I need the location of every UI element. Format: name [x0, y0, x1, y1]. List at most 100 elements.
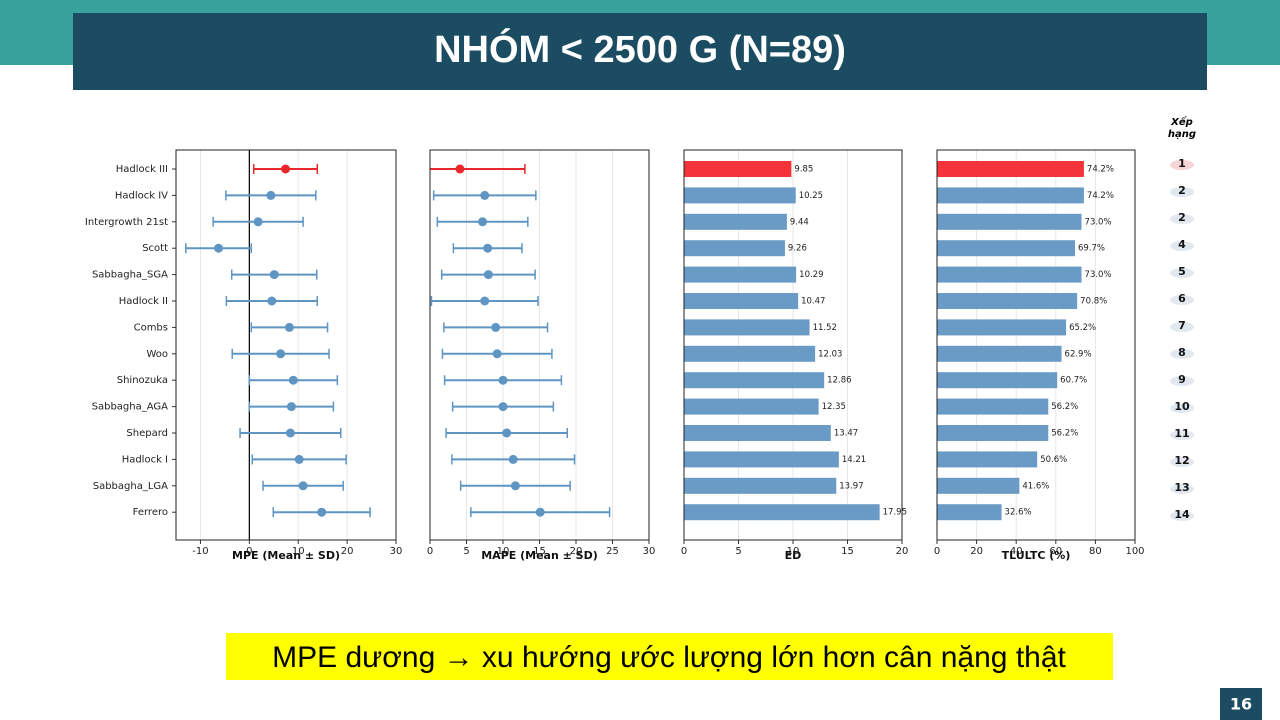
bar [684, 266, 797, 283]
value-label: 10.47 [801, 297, 825, 307]
x-tick-label: 30 [390, 546, 403, 557]
mean-dot [317, 507, 327, 517]
mean-dot [483, 270, 493, 280]
plot [937, 161, 1084, 521]
value-label: 11.52 [813, 323, 837, 333]
x-tick-label: 15 [533, 546, 546, 557]
value-label: 74.2% [1087, 165, 1114, 175]
y-tick-label: Combs [134, 322, 168, 333]
value-label: 12.86 [827, 376, 851, 386]
rank-badge [1170, 160, 1194, 170]
mean-dot [478, 217, 488, 227]
rank-badge [1170, 484, 1194, 494]
y-tick-label: Sabbagha_AGA [92, 402, 169, 413]
y-tick-label: Scott [142, 243, 168, 254]
rank-number: 9 [1178, 373, 1186, 386]
y-tick-label: Sabbagha_LGA [93, 481, 168, 492]
y-tick-label: Intergrowth 21st [85, 217, 168, 228]
bar [937, 398, 1049, 415]
mean-dot [480, 296, 490, 306]
bar [937, 161, 1084, 177]
rank-number: 1 [1178, 157, 1186, 170]
page-number-box [1220, 688, 1262, 720]
x-axis-label: MAPE (Mean ± SD) [481, 549, 598, 562]
bar [684, 213, 787, 230]
rank-badge [1170, 376, 1194, 386]
value-label: 14.21 [842, 455, 866, 465]
value-label: 56.2% [1051, 402, 1078, 412]
value-label: 74.2% [1087, 191, 1114, 201]
value-label: 12.03 [818, 349, 842, 359]
mean-dot [502, 428, 512, 438]
rank-badge [1170, 187, 1194, 197]
chart: 0 20 40 60 80 100 TLULTC (%) 74.2% 74.2% 73.0% 69.… [934, 149, 1145, 562]
rank-number: 10 [1174, 400, 1190, 413]
mean-dot [214, 243, 224, 253]
bar [937, 372, 1058, 389]
mean-dot [266, 190, 276, 200]
rank-number: 14 [1174, 508, 1190, 521]
mean-dot [483, 243, 493, 253]
y-tick-label: Sabbagha_SGA [92, 270, 168, 281]
x-tick-label: 10 [292, 546, 305, 557]
y-tick-label: Hadlock I [122, 454, 168, 465]
bar [937, 293, 1078, 309]
x-tick-label: 0 [427, 546, 433, 557]
bar [684, 240, 785, 257]
page-number: 16 [1230, 695, 1252, 714]
value-label: 73.0% [1085, 270, 1112, 280]
mean-dot [455, 164, 465, 174]
mean-dot [508, 454, 518, 464]
mean-dot [298, 481, 308, 491]
mean-dot [281, 164, 291, 174]
value-label: 65.2% [1069, 323, 1096, 333]
x-tick-label: 40 [1010, 546, 1023, 557]
chart: -10 0 10 20 30 MPE (Mean ± SD) Hadlock III Hadl… [85, 149, 403, 562]
value-label: 10.29 [799, 270, 823, 280]
axes-frame [429, 149, 650, 541]
rank-number: 8 [1178, 346, 1186, 359]
bar [684, 293, 799, 309]
x-tick-label: 100 [1125, 546, 1144, 557]
bar [684, 425, 831, 441]
rank-badge [1170, 214, 1194, 224]
ranking-header: Xếp hạng [1168, 115, 1196, 140]
value-label: 9.44 [790, 217, 809, 227]
mean-dot [284, 322, 294, 332]
bar [937, 266, 1082, 283]
footer-highlight [226, 633, 1113, 680]
x-axis-label: MPE (Mean ± SD) [232, 549, 340, 562]
mean-dot [267, 296, 277, 306]
rank-number: 13 [1174, 481, 1189, 494]
bar [684, 398, 819, 415]
rank-number: 5 [1178, 265, 1186, 278]
value-label: 69.7% [1078, 244, 1105, 254]
bar [937, 504, 1002, 521]
rank-number: 6 [1178, 292, 1186, 305]
bar [684, 345, 816, 362]
x-tick-label: 20 [970, 546, 983, 557]
value-label: 9.85 [794, 165, 813, 175]
axes-frame [175, 149, 397, 541]
x-tick-label: 60 [1049, 546, 1062, 557]
value-label: 13.47 [834, 429, 858, 439]
y-tick-label: Hadlock III [116, 164, 168, 175]
value-label: 32.6% [1005, 508, 1032, 518]
rank-badge [1170, 322, 1194, 332]
x-tick-label: 0 [246, 546, 252, 557]
bar [684, 504, 880, 521]
x-tick-label: 15 [841, 546, 854, 557]
bar [937, 345, 1062, 362]
mean-dot [276, 349, 286, 359]
y-tick-label: Ferrero [133, 507, 168, 518]
mean-dot [480, 190, 490, 200]
x-tick-label: -10 [192, 546, 208, 557]
footer-note: MPE dương → xu hướng ước lượng lớn hơn c… [272, 641, 1066, 674]
mean-dot [294, 454, 304, 464]
slide-title: NHÓM < 2500 G (N=89) [434, 27, 846, 71]
mean-dot [498, 375, 508, 385]
x-axis-label: TLULTC (%) [1002, 549, 1071, 562]
x-tick-label: 25 [606, 546, 619, 557]
